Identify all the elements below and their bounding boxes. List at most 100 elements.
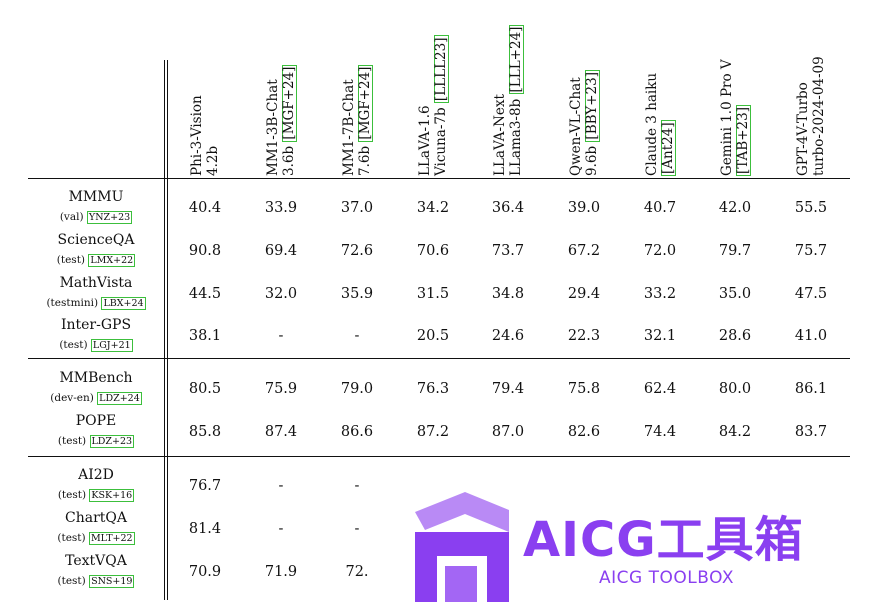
column-header-size: turbo-2024-04-09 [811,56,827,176]
benchmark-split: (test) LGJ+21 [30,338,162,352]
benchmark-label: ChartQA (test) MLT+22 [30,509,162,545]
column-header-size: 3.6b [281,145,297,176]
table-cell: 33.2 [643,286,677,302]
citation-link: [LLLL23] [433,35,449,104]
column-header-detail: [TAB+23] [735,59,751,176]
table-cell: 81.4 [188,521,222,537]
table-cell: 71.9 [264,564,298,580]
double-vertical-rule [164,60,165,600]
column-header-name: GPT-4V-Turbo [795,82,811,176]
table-cell: 39.0 [567,200,601,216]
benchmark-name: MMBench [59,370,133,386]
column-header-size: 9.6b [584,145,600,176]
citation-link: [Ant24] [660,120,676,176]
table-cell: 55.5 [794,200,828,216]
citation-link: [BBY+23] [584,70,600,142]
column-header-detail: Vicuna-7b [LLLL23] [433,35,449,176]
table-cell: 75.8 [567,381,601,397]
table-cell: 73.7 [491,243,525,259]
table-cell: 47.5 [794,286,828,302]
table-cell: 79.4 [491,381,525,397]
table-cell: 83.7 [794,424,828,440]
column-header-size: 4.2b [205,145,221,176]
citation-link: LMX+22 [88,254,136,267]
benchmark-split-name: (test) [59,339,91,351]
citation-link: LGJ+21 [90,339,133,352]
column-header-detail: LLama3-8b [LLL+24] [508,24,524,176]
benchmark-name: POPE [75,413,117,429]
column-header-name: Phi-3-Vision [189,95,205,176]
benchmark-split-name: (val) [59,211,87,223]
benchmark-label: MathVista (testmini) LBX+24 [30,274,162,310]
column-header-size: 7.6b [357,145,373,176]
horizontal-rule [28,358,850,359]
column-header-detail: 9.6b [BBY+23] [584,70,600,176]
benchmark-name: TextVQA [65,553,127,569]
table-cell: 28.6 [718,328,752,344]
table-cell: 84.2 [718,424,752,440]
benchmark-name: MMMU [68,189,124,205]
aicg-logo-icon [415,492,509,602]
column-header-text: LLaVA-Next LLama3-8b [LLL+24] [492,24,524,176]
column-header-name: LLaVA-1.6 [417,105,433,176]
benchmark-name: ScienceQA [57,232,135,248]
table-cell: 35.0 [718,286,752,302]
column-header-detail: turbo-2024-04-09 [811,56,827,176]
table-cell: 44.5 [188,286,222,302]
benchmark-split-name: (test) [57,575,90,587]
column-header-size: LLama3-8b [508,98,524,176]
column-header-detail: 7.6b [MGF+24] [357,64,373,176]
citation-link: LDZ+23 [89,435,135,448]
column-header-text: GPT-4V-Turbo turbo-2024-04-09 [795,56,827,176]
benchmark-name: Inter-GPS [60,317,132,333]
table-cell: 82.6 [567,424,601,440]
table-cell: 33.9 [264,200,298,216]
table-cell: 31.5 [416,286,450,302]
table-cell: 69.4 [264,243,298,259]
watermark: AICG工具箱 AICG TOOLBOX [405,492,880,609]
benchmark-split-name: (test) [57,435,90,447]
table-cell: 22.3 [567,328,601,344]
column-header-text: Phi-3-Vision 4.2b [189,95,221,176]
table-cell: 72. [345,564,369,580]
benchmark-split: (test) MLT+22 [30,531,162,545]
table-cell: 41.0 [794,328,828,344]
benchmark-label: POPE (test) LDZ+23 [30,412,162,448]
table-cell: 38.1 [188,328,222,344]
table-cell: 87.4 [264,424,298,440]
table-cell: 70.6 [416,243,450,259]
benchmark-split: (test) KSK+16 [30,488,162,502]
column-header-text: MM1-7B-Chat 7.6b [MGF+24] [341,64,373,176]
table-cell: - [278,478,284,494]
table-cell: 70.9 [188,564,222,580]
benchmark-label: ScienceQA (test) LMX+22 [30,231,162,267]
table-cell: 34.8 [491,286,525,302]
table-cell: 72.0 [643,243,677,259]
column-header-name: Qwen-VL-Chat [568,77,584,176]
benchmark-name: MathVista [59,275,133,291]
column-header-detail: 4.2b [205,95,221,176]
horizontal-rule [28,178,850,179]
table-cell: - [278,328,284,344]
column-header-text: Claude 3 haiku [Ant24] [644,73,676,176]
citation-link: [TAB+23] [735,105,751,176]
column-header-name: Claude 3 haiku [644,72,660,176]
citation-link: YNZ+23 [86,211,133,224]
column-header-detail: 3.6b [MGF+24] [281,64,297,176]
table-cell: 76.7 [188,478,222,494]
table-cell: 87.2 [416,424,450,440]
table-cell: 87.0 [491,424,525,440]
benchmark-split: (test) SNS+19 [30,574,162,588]
citation-link: LBX+24 [101,297,146,310]
benchmark-label: AI2D (test) KSK+16 [30,466,162,502]
column-header-name: LLaVA-Next [492,94,508,176]
table-cell: 85.8 [188,424,222,440]
benchmark-name: AI2D [78,467,114,483]
benchmark-split-name: (test) [56,254,89,266]
table-cell: 32.0 [264,286,298,302]
benchmark-split: (test) LMX+22 [30,253,162,267]
benchmark-split-name: (test) [57,489,90,501]
citation-link: [MGF+24] [281,64,297,142]
table-cell: 62.4 [643,381,677,397]
table-cell: 24.6 [491,328,525,344]
